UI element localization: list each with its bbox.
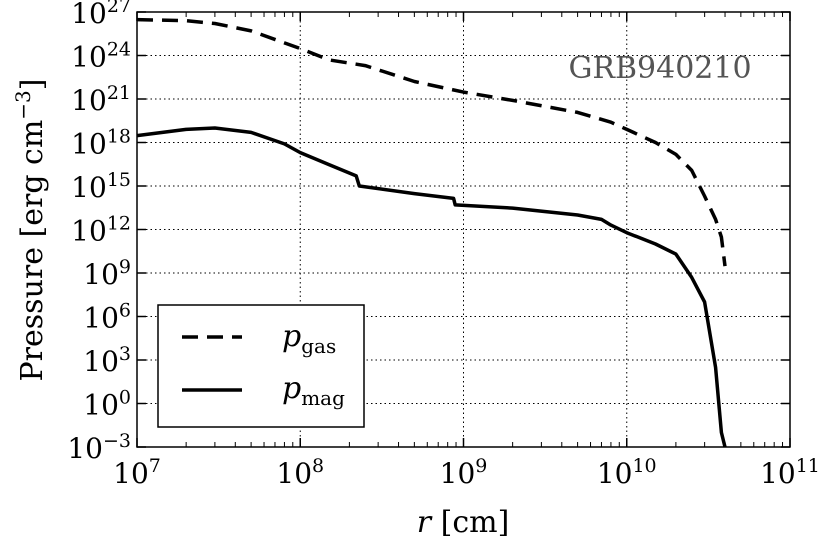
series-line-mag (136, 126, 727, 448)
x-tick-label: 1011 (760, 455, 820, 490)
x-tick-label: 1010 (597, 455, 657, 490)
y-tick-label: 1015 (71, 169, 131, 204)
y-tick-label: 1021 (71, 82, 131, 117)
y-tick-label: 103 (83, 343, 131, 378)
y-tick-label: 106 (83, 300, 131, 335)
y-tick-label: 100 (83, 387, 131, 422)
legend: pgas pmag (157, 304, 365, 428)
y-tick-label: 1027 (71, 0, 131, 30)
legend-label-mag: pmag (282, 371, 345, 410)
y-axis-title: Pressure [erg cm−3] (11, 78, 50, 381)
data-curves (136, 17, 727, 448)
axis-ticks: 107 108 109 1010 1011 10−3 100 103 106 109 1012 101… (67, 0, 820, 490)
annotation-label: GRB940210 (568, 51, 751, 86)
legend-label-gas: pgas (282, 319, 336, 358)
y-tick-label: 1018 (71, 126, 131, 161)
series-line-gas (136, 17, 727, 267)
x-tick-label: 107 (113, 455, 161, 490)
legend-box (157, 304, 365, 428)
y-tick-label: 1024 (71, 39, 131, 74)
x-axis-title: r [cm] (417, 505, 510, 540)
y-tick-label: 1012 (71, 213, 131, 248)
y-tick-label: 109 (83, 256, 131, 291)
y-tick-label: 10−3 (67, 430, 131, 465)
x-tick-label: 108 (276, 455, 324, 490)
x-tick-label: 109 (440, 455, 488, 490)
